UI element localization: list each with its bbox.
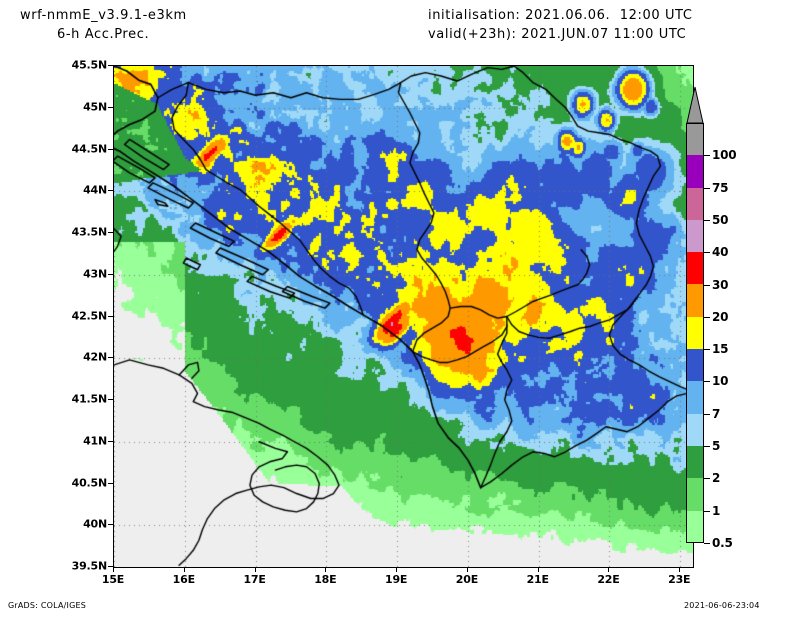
x-axis-tick [679, 567, 681, 572]
x-axis-tick-label: 15E [101, 573, 125, 586]
colorbar-segment [686, 284, 704, 317]
colorbar-tick [704, 446, 710, 447]
colorbar-tick [704, 252, 710, 254]
y-axis-tick [108, 65, 113, 66]
colorbar-tick-label: 20 [712, 309, 729, 324]
y-axis-tick-label: 41.5N [71, 392, 108, 406]
colorbar-tick [704, 219, 710, 221]
colorbar-segment [686, 445, 704, 479]
colorbar-tick-label: 10 [712, 374, 729, 389]
colorbar-segment [686, 381, 704, 414]
colorbar-segment [686, 155, 704, 188]
colorbar-tick-label: 15 [712, 342, 729, 357]
y-axis-tick [108, 315, 113, 317]
colorbar-tick [704, 413, 710, 415]
colorbar-tick-label: 1 [712, 503, 721, 518]
map-plot-area [113, 65, 694, 568]
valid-time-label: valid(+23h): 2021.JUN.07 11:00 UTC [428, 27, 687, 42]
x-axis-tick-label: 20E [455, 573, 479, 586]
y-axis-tick [108, 524, 113, 526]
colorbar-tick-label: 100 [712, 148, 737, 163]
y-axis-tick [108, 566, 113, 567]
render-timestamp-label: 2021-06-06-23:04 [684, 601, 760, 610]
grads-credit-label: GrADS: COLA/IGES [8, 601, 87, 610]
y-axis-tick-label: 40.5N [71, 476, 108, 489]
colorbar-segment [686, 187, 704, 220]
y-axis-tick [108, 148, 113, 150]
y-axis-tick-label: 45N [83, 100, 107, 114]
colorbar-segments [686, 123, 704, 543]
colorbar-tick [704, 381, 710, 383]
colorbar-segment [686, 413, 704, 446]
colorbar-segment [686, 252, 704, 285]
x-axis-tick-label: 21E [526, 573, 549, 586]
x-axis-tick-label: 18E [314, 573, 337, 586]
colorbar-segment [686, 349, 704, 382]
colorbar-segment [686, 478, 704, 511]
colorbar-overflow-arrow-icon [686, 86, 704, 124]
y-axis-tick-label: 43N [83, 267, 107, 281]
x-axis-tick-label: 17E [243, 573, 266, 586]
colorbar-tick [704, 316, 710, 318]
y-axis-tick-label: 42.5N [71, 309, 108, 322]
colorbar-segment [686, 123, 704, 156]
y-axis-tick [108, 440, 113, 442]
x-axis-tick [396, 567, 398, 572]
y-axis-tick [108, 273, 113, 275]
x-axis-tick-label: 19E [385, 573, 408, 586]
x-axis-tick-label: 22E [597, 573, 620, 586]
colorbar-tick [704, 155, 710, 157]
colorbar-segment [686, 219, 704, 253]
y-axis-tick [108, 399, 113, 400]
y-axis-tick-label: 39.5N [71, 559, 108, 573]
colorbar-tick-label: 0.5 [712, 535, 733, 550]
x-axis-tick [466, 567, 468, 572]
y-axis-tick-label: 44N [83, 183, 107, 197]
colorbar-tick-label: 75 [712, 180, 729, 195]
y-axis-tick-label: 44.5N [71, 142, 108, 155]
colorbar-tick-label: 2 [712, 471, 721, 486]
x-axis-tick [113, 567, 114, 572]
y-axis-tick-label: 45.5N [71, 58, 108, 72]
y-axis-tick [108, 232, 113, 233]
x-axis-tick [537, 567, 539, 572]
x-axis-tick [325, 567, 327, 572]
x-axis-tick [608, 567, 610, 572]
colorbar-tick [704, 542, 710, 544]
colorbar-tick [704, 187, 710, 189]
colorbar-tick-label: 40 [712, 245, 729, 260]
y-axis-tick-label: 42N [83, 350, 107, 364]
x-axis-tick-label: 16E [172, 573, 195, 586]
y-axis-tick-label: 43.5N [71, 225, 108, 239]
x-axis-tick-label: 23E [668, 573, 691, 586]
colorbar-tick-label: 50 [712, 212, 729, 227]
x-axis-tick [254, 567, 256, 572]
colorbar-tick [704, 478, 710, 480]
colorbar-segment [686, 510, 704, 543]
colorbar-tick [704, 510, 710, 512]
y-axis-tick [108, 357, 113, 359]
initialisation-label: initialisation: 2021.06.06. 12:00 UTC [428, 8, 693, 23]
y-axis-tick [108, 190, 113, 192]
colorbar-tick-label: 5 [712, 439, 721, 453]
x-axis-tick [183, 567, 185, 572]
y-axis-tick-label: 41N [83, 434, 107, 448]
colorbar-tick-label: 7 [712, 406, 721, 421]
y-axis-tick-label: 40N [83, 517, 107, 531]
y-axis-tick [108, 482, 113, 484]
colorbar-tick [704, 284, 710, 286]
model-name-label: wrf-nmmE_v3.9.1-e3km [20, 8, 187, 23]
colorbar-segment [686, 316, 704, 350]
y-axis-tick [108, 106, 113, 108]
colorbar-tick [704, 349, 710, 351]
colorbar-tick-label: 30 [712, 277, 729, 292]
field-name-label: 6-h Acc.Prec. [57, 27, 150, 42]
precipitation-field-canvas [114, 66, 693, 567]
